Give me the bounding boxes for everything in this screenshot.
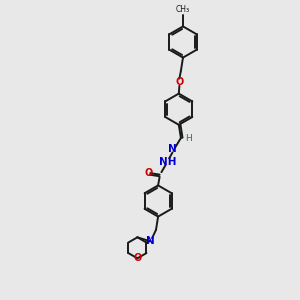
- Text: N: N: [146, 236, 154, 246]
- Text: H: H: [185, 134, 192, 142]
- Text: NH: NH: [159, 157, 177, 167]
- Text: CH₃: CH₃: [176, 5, 190, 14]
- Text: O: O: [144, 168, 152, 178]
- Text: N: N: [168, 144, 177, 154]
- Text: O: O: [175, 77, 184, 87]
- Text: O: O: [133, 253, 142, 263]
